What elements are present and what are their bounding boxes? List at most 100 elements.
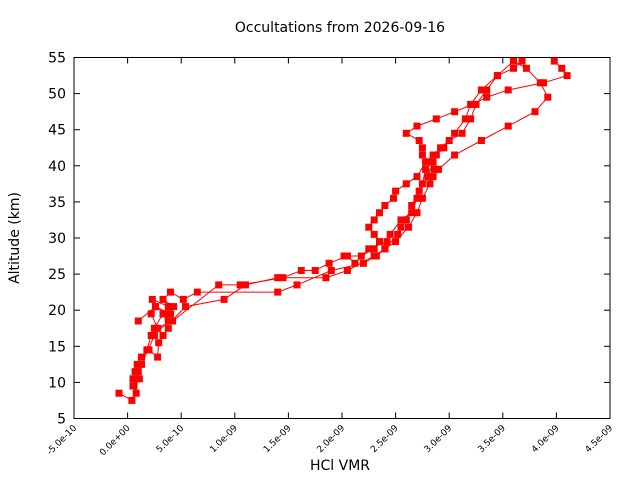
data-point [422, 165, 430, 173]
data-point [504, 86, 512, 94]
data-point [340, 252, 348, 260]
data-point [510, 57, 517, 65]
data-point [167, 288, 174, 296]
y-tick-label: 20 [48, 303, 66, 319]
data-point [279, 274, 287, 282]
y-tick-label: 10 [48, 375, 66, 391]
data-point [390, 194, 397, 202]
data-point [477, 137, 485, 144]
data-point [193, 288, 201, 296]
data-point [451, 151, 459, 159]
data-point [370, 230, 378, 238]
data-point [408, 202, 416, 209]
data-point [427, 158, 435, 166]
data-point [134, 368, 142, 376]
plot-area [115, 57, 571, 404]
data-point [138, 360, 145, 368]
data-point [357, 252, 365, 260]
chart-title: Occultations from 2026-09-16 [235, 20, 445, 36]
data-point [383, 238, 391, 246]
data-point [179, 295, 187, 303]
data-point [147, 310, 155, 318]
data-point [325, 259, 333, 267]
data-point [413, 173, 421, 181]
data-point [510, 64, 517, 72]
data-point [376, 238, 383, 246]
data-point [322, 274, 330, 282]
y-tick-label: 35 [48, 195, 66, 211]
data-point [405, 223, 412, 231]
data-point [563, 72, 571, 80]
data-point [397, 223, 405, 231]
data-point [392, 238, 400, 246]
data-point [397, 216, 405, 224]
data-point [351, 259, 359, 267]
data-point [164, 324, 172, 332]
data-point [458, 129, 466, 137]
data-point [451, 108, 459, 116]
y-axis-label: Altitude (km) [7, 192, 23, 284]
y-tick-label: 15 [48, 339, 66, 355]
data-point [148, 295, 156, 303]
data-point [359, 259, 367, 267]
data-point [432, 115, 440, 123]
y-tick-label: 45 [48, 123, 66, 139]
data-point [531, 108, 539, 116]
data-point [522, 64, 530, 72]
data-point [429, 173, 437, 181]
data-point [429, 151, 437, 159]
data-point [370, 252, 378, 260]
data-point [144, 346, 152, 354]
y-tick-label: 50 [48, 87, 66, 103]
data-point [418, 144, 426, 152]
data-point [150, 332, 158, 339]
data-point [159, 310, 167, 318]
data-point [154, 353, 162, 361]
data-point [365, 245, 373, 253]
data-point [297, 267, 305, 274]
data-point [381, 202, 389, 209]
data-point [129, 382, 137, 390]
data-point [293, 281, 301, 289]
data-point [540, 79, 547, 87]
data-point [472, 100, 480, 108]
data-point [402, 216, 410, 224]
data-point [169, 317, 177, 325]
data-point [461, 115, 469, 123]
data-point [408, 209, 416, 217]
y-tick-label: 5 [57, 412, 66, 428]
data-point [413, 122, 421, 130]
data-point [159, 295, 167, 303]
data-point [544, 93, 552, 101]
data-point [370, 245, 378, 253]
data-point [550, 57, 558, 65]
data-point [155, 339, 163, 347]
data-point [182, 303, 189, 311]
data-point [164, 303, 172, 311]
data-point [445, 137, 453, 144]
data-point [311, 267, 319, 274]
data-point [418, 194, 426, 202]
data-point [164, 317, 172, 325]
data-point [415, 137, 423, 144]
data-point [343, 267, 351, 274]
y-axis: 5 10 15 20 25 30 35 40 45 50 55 [48, 51, 610, 428]
data-point [150, 324, 158, 332]
data-point [152, 303, 159, 311]
data-point [418, 180, 426, 188]
series-3 [129, 295, 172, 390]
data-point [365, 223, 373, 231]
data-point [402, 180, 410, 188]
data-point [134, 317, 142, 325]
data-point [467, 115, 475, 123]
data-point [236, 281, 244, 289]
y-tick-label: 55 [48, 51, 66, 67]
data-point [430, 165, 438, 173]
data-point [424, 173, 432, 181]
y-tick-label: 40 [48, 159, 66, 175]
data-point [435, 165, 442, 173]
data-point [451, 129, 459, 137]
data-point [128, 396, 136, 404]
